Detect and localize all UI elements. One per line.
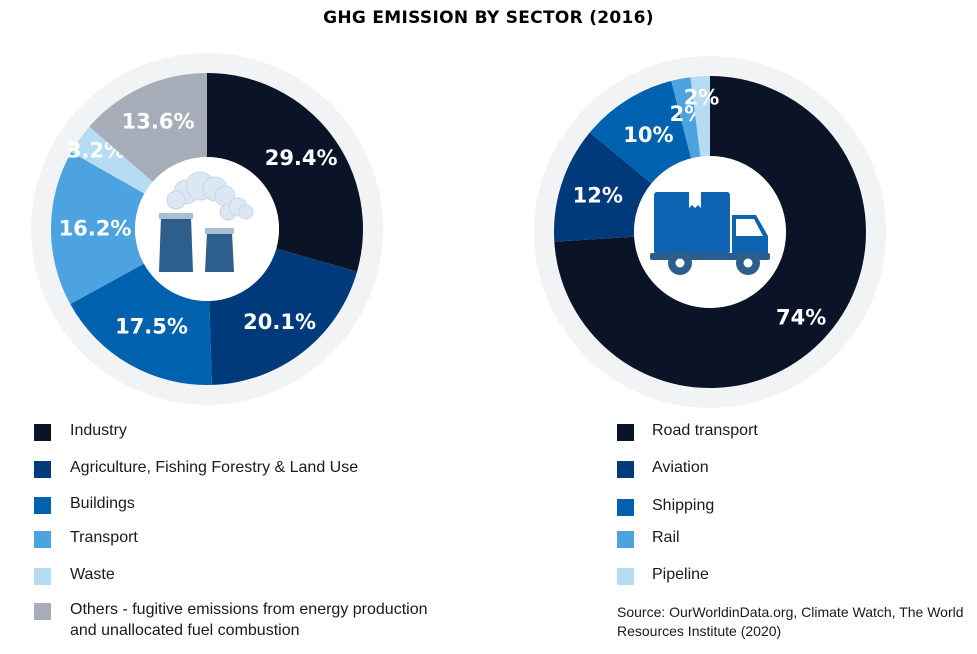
donut-slice-industry	[207, 73, 364, 272]
donut-slice-pipeline	[690, 76, 710, 157]
legend-swatch	[34, 424, 51, 441]
legend-swatch	[34, 497, 51, 514]
legend-label: Waste	[70, 566, 115, 583]
donut-slice-others-fugitive-emissions-from-energy-production-and-unallocated-fuel-combustion	[89, 73, 207, 182]
legend-swatch	[34, 603, 51, 620]
slice-label: 20.1%	[243, 310, 316, 334]
donut-slice-buildings	[70, 263, 212, 385]
legend-swatch	[617, 461, 634, 478]
donut-slice-waste	[71, 126, 153, 194]
slice-label: 17.5%	[115, 314, 188, 338]
donut-slice-aviation	[554, 132, 652, 242]
legend-label: Others - fugitive emissions from energy …	[70, 601, 428, 639]
legend-swatch	[34, 461, 51, 478]
slice-label: 12%	[573, 184, 623, 208]
source-note: Source: OurWorldinData.org, Climate Watc…	[617, 603, 972, 641]
legend-label: Road transport	[652, 422, 758, 439]
legend-swatch	[617, 531, 634, 548]
donut-slice-shipping	[589, 80, 692, 184]
donut-slice-agriculture-fishing-forestry-land-use	[209, 248, 358, 385]
source-line-1: Source: OurWorldinData.org, Climate Watc…	[617, 604, 964, 620]
legend-label: Transport	[70, 529, 138, 546]
legend-swatch	[617, 424, 634, 441]
legend-swatch	[617, 568, 634, 585]
donut-slice-transport	[51, 152, 145, 305]
chart-title: GHG EMISSION BY SECTOR (2016)	[323, 8, 654, 28]
slice-label: 10%	[623, 123, 673, 147]
legend-label: Industry	[70, 422, 127, 439]
donut-slice-road-transport	[554, 76, 866, 388]
factory-icon	[159, 171, 254, 272]
donut-slice-rail	[671, 77, 701, 159]
legend-label: Aviation	[652, 459, 709, 476]
legend-label: Pipeline	[652, 566, 709, 583]
source-line-2: Resources Institute (2020)	[617, 623, 782, 639]
legend-label: Buildings	[70, 495, 135, 512]
legend-label: Agriculture, Fishing Forestry & Land Use	[70, 459, 359, 476]
legend-swatch	[34, 568, 51, 585]
slice-label: 29.4%	[265, 146, 338, 170]
slice-label: 74%	[776, 306, 826, 330]
legend-label: Rail	[652, 529, 680, 546]
slice-label: 16.2%	[59, 216, 132, 240]
legend-swatch	[617, 499, 634, 516]
slice-label: 13.6%	[122, 110, 195, 134]
legend-swatch	[34, 531, 51, 548]
truck-icon	[650, 192, 770, 275]
legend-label: Shipping	[652, 497, 715, 514]
slice-label: 2%	[684, 85, 720, 109]
